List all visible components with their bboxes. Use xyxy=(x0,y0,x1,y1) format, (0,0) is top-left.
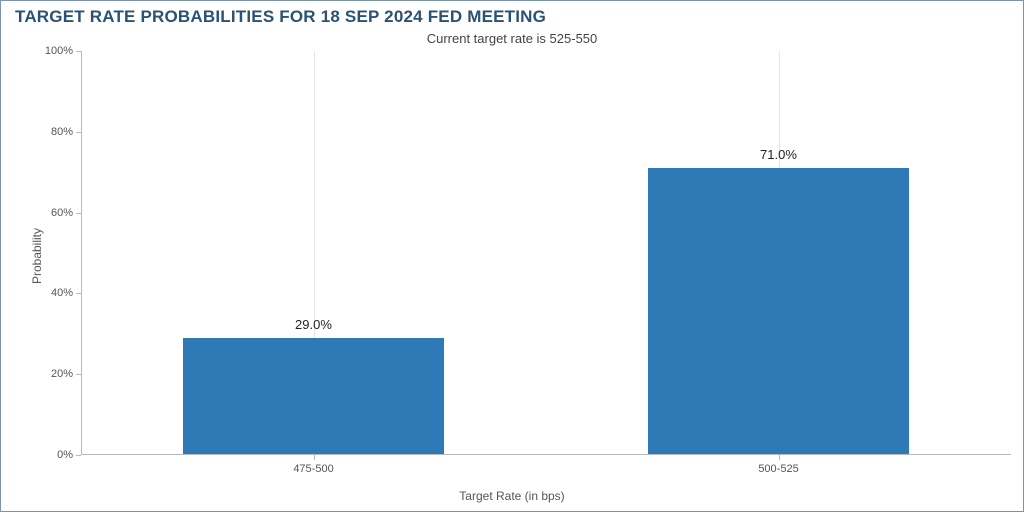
y-tick-label: 40% xyxy=(51,287,73,299)
y-tick-label: 80% xyxy=(51,126,73,138)
x-tick-mark xyxy=(314,455,315,460)
y-tick-label: 0% xyxy=(57,449,73,461)
bar: 29.0% xyxy=(183,338,443,455)
y-axis-line xyxy=(81,51,82,455)
x-axis-label: Target Rate (in bps) xyxy=(1,489,1023,503)
y-axis-label: Probability xyxy=(30,228,44,284)
x-tick-label: 500-525 xyxy=(758,463,798,475)
y-tick-mark xyxy=(76,455,81,456)
bar-value-label: 29.0% xyxy=(295,317,332,332)
y-tick-label: 20% xyxy=(51,368,73,380)
bar: 71.0% xyxy=(648,168,908,455)
bar-value-label: 71.0% xyxy=(760,147,797,162)
y-tick-label: 60% xyxy=(51,207,73,219)
y-tick-label: 100% xyxy=(45,45,73,57)
plot-area: 0%20%40%60%80%100%475-50029.0%500-52571.… xyxy=(81,51,1011,455)
chart-frame: TARGET RATE PROBABILITIES FOR 18 SEP 202… xyxy=(0,0,1024,512)
x-axis-line xyxy=(81,454,1011,455)
chart-subtitle: Current target rate is 525-550 xyxy=(1,31,1023,46)
x-tick-label: 475-500 xyxy=(293,463,333,475)
chart-title: TARGET RATE PROBABILITIES FOR 18 SEP 202… xyxy=(15,7,546,27)
x-tick-mark xyxy=(779,455,780,460)
